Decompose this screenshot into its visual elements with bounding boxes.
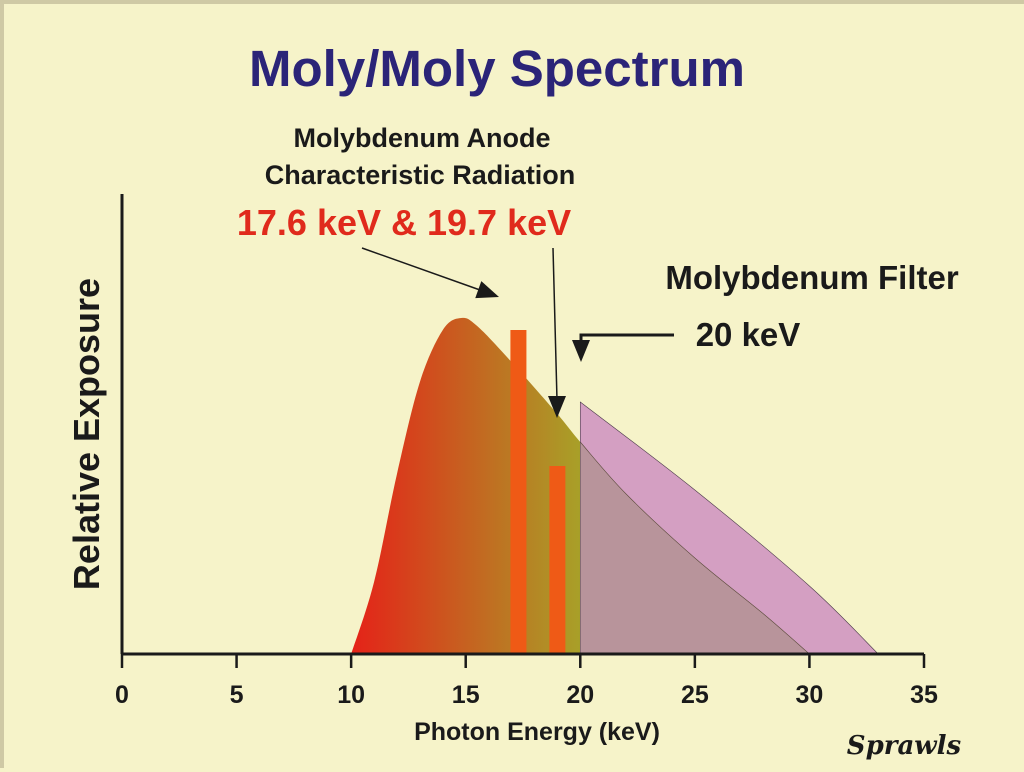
characteristic-line-1 (510, 330, 527, 654)
anode-energies-label: 17.6 keV & 19.7 keV (237, 202, 571, 243)
x-axis-label: Photon Energy (keV) (414, 718, 660, 746)
spectrum-chart: 0 5 10 15 20 25 30 35 Moly/Moly Spectrum Photon … (66, 40, 962, 761)
characteristic-line-2 (549, 466, 566, 654)
anode-label-line2: Characteristic Radiation (265, 160, 576, 190)
bremsstrahlung-attenuated-area (580, 441, 810, 654)
y-axis-label: Relative Exposure (66, 278, 107, 590)
filter-title-label: Molybdenum Filter (665, 259, 959, 296)
arrow-line-2 (552, 247, 558, 401)
x-tick-label-0: 0 (115, 681, 129, 709)
x-tick-label-25: 25 (681, 681, 709, 709)
anode-label-line1: Molybdenum Anode (294, 123, 551, 153)
x-tick-label-15: 15 (452, 681, 480, 709)
x-tick-label-5: 5 (230, 681, 244, 709)
bremsstrahlung-outline (580, 441, 810, 655)
filter-edge-label: 20 keV (696, 316, 801, 353)
signature: Sprawls (847, 731, 962, 761)
arrow-line-filter (579, 333, 674, 344)
arrow-line-1 (361, 247, 481, 291)
x-tick-label-10: 10 (337, 681, 365, 709)
x-tick-label-30: 30 (796, 681, 824, 709)
arrow-head-filter (572, 340, 590, 362)
chart-title: Moly/Moly Spectrum (249, 40, 745, 97)
x-tick-label-35: 35 (910, 681, 938, 709)
arrow-head-1 (475, 281, 499, 299)
arrow-head-2 (548, 396, 566, 418)
x-tick-label-20: 20 (566, 681, 594, 709)
